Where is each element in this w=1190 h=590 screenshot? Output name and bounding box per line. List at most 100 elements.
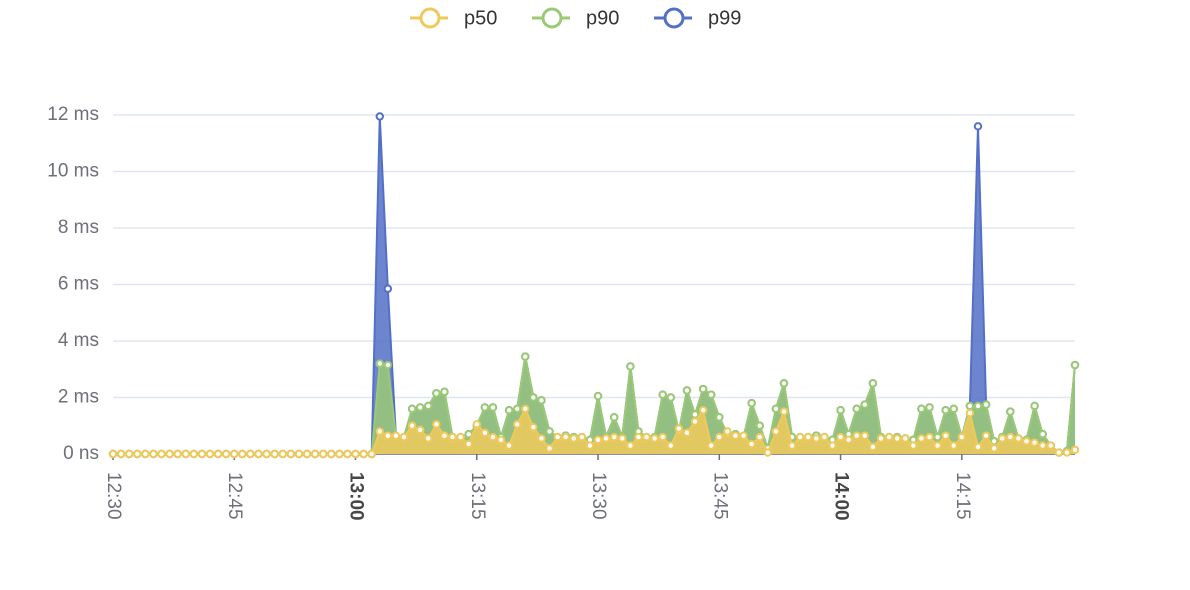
x-tick-label: 13:30 [588, 472, 609, 520]
point [545, 444, 554, 453]
point [407, 421, 417, 430]
point [116, 449, 126, 459]
legend-marker [663, 7, 685, 29]
point [254, 449, 263, 459]
point [884, 432, 894, 442]
point [407, 404, 417, 413]
y-tick-label: 4 ms [58, 330, 99, 351]
point [359, 449, 368, 459]
point [917, 404, 926, 413]
point [141, 449, 150, 459]
point [601, 434, 611, 443]
point [488, 403, 498, 412]
point [480, 428, 490, 438]
point [529, 393, 538, 402]
point [1046, 441, 1055, 450]
point [957, 432, 967, 442]
point [529, 422, 538, 432]
legend-item[interactable]: p50 [410, 7, 497, 29]
point [634, 432, 643, 442]
point [399, 432, 409, 442]
point [197, 449, 207, 459]
point [513, 420, 522, 429]
y-tick-label: 0 ns [63, 443, 99, 464]
legend-text: p50 [464, 7, 497, 29]
point [221, 449, 231, 459]
point [504, 441, 514, 450]
point [189, 449, 199, 459]
point [343, 449, 352, 459]
point [205, 449, 215, 459]
point [666, 441, 675, 450]
point [456, 432, 465, 442]
legend-item[interactable]: p99 [654, 7, 741, 29]
y-tick-label: 10 ms [47, 161, 99, 182]
point [440, 387, 449, 397]
point [553, 432, 562, 442]
point [981, 431, 991, 440]
point [925, 403, 934, 412]
point [1006, 407, 1015, 416]
point [537, 434, 546, 443]
point [464, 439, 473, 449]
point [836, 406, 845, 415]
point [1038, 441, 1047, 450]
point [569, 434, 578, 443]
point [270, 449, 279, 459]
point [610, 413, 619, 422]
point [488, 432, 498, 442]
point [432, 420, 441, 429]
point [698, 384, 708, 394]
point [561, 432, 570, 442]
point [626, 441, 635, 450]
point [820, 432, 829, 442]
point [771, 404, 781, 413]
point [521, 352, 530, 361]
point [755, 421, 764, 430]
point [998, 434, 1007, 443]
legend-item[interactable]: p90 [532, 7, 619, 29]
point [383, 360, 393, 370]
point [1038, 430, 1047, 439]
x-tick-label: 14:15 [952, 472, 973, 520]
point [666, 393, 675, 402]
point [868, 379, 878, 388]
point [133, 449, 142, 459]
point [375, 359, 384, 368]
point [949, 404, 958, 413]
point [723, 427, 732, 436]
legend-text: p90 [586, 7, 619, 29]
point [860, 400, 870, 409]
point [973, 442, 983, 452]
point [642, 432, 651, 442]
point [424, 401, 433, 411]
point [310, 449, 320, 459]
y-tick-label: 12 ms [47, 104, 99, 125]
point [383, 431, 393, 440]
point [779, 407, 789, 416]
point [213, 449, 223, 459]
point [351, 449, 360, 459]
point [747, 439, 756, 449]
point [941, 431, 950, 440]
point [173, 449, 182, 459]
point [1022, 437, 1031, 446]
point [901, 434, 910, 443]
legend-marker [419, 7, 441, 29]
point [302, 449, 312, 459]
point [852, 431, 861, 440]
point [286, 449, 296, 459]
point [165, 449, 174, 459]
point [1070, 445, 1080, 454]
point [424, 434, 433, 443]
point [545, 427, 554, 436]
point [1070, 360, 1080, 370]
point [852, 404, 861, 413]
point [828, 441, 837, 450]
point [335, 449, 344, 459]
y-tick-label: 6 ms [58, 274, 99, 295]
legend-marker [541, 7, 563, 29]
point [1030, 401, 1039, 411]
point [585, 441, 595, 450]
